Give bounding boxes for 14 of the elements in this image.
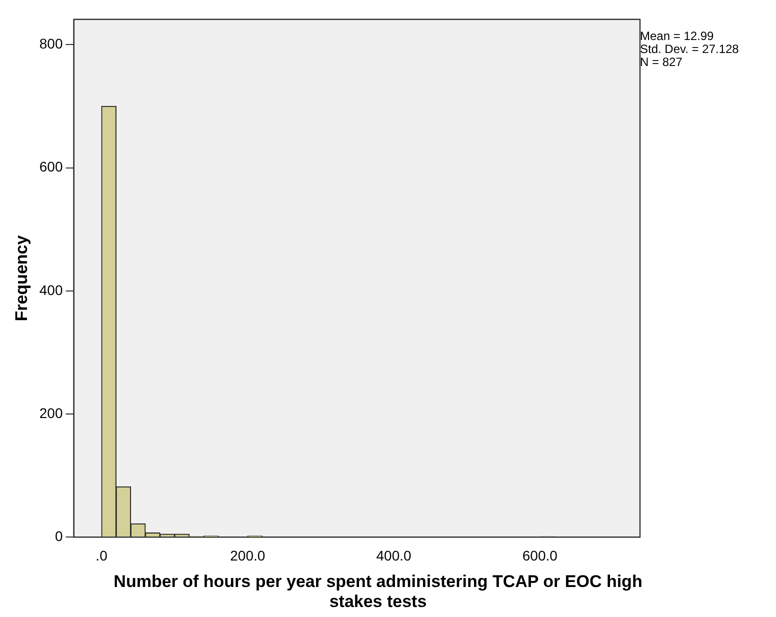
x-tick-label: 400.0 [376,547,412,564]
y-tick-label: 800 [39,36,63,52]
y-axis-title: Frequency [12,234,31,322]
x-tick-label: .0 [96,547,108,564]
x-axis-title: Number of hours per year spent administering TCAP or EOC high stakes tests [112,572,644,612]
annotation: N = 827 [640,55,684,69]
y-tick-label: 200 [39,404,63,421]
x-tick-label: 200.0 [230,547,266,564]
y-tick-label: 600 [39,158,63,175]
y-tick-label: 400 [39,282,63,298]
annotation: Mean = 12.99 [640,29,715,43]
annotation: Std. Dev. = 27.128 [640,42,739,56]
x-tick-label: 600.0 [522,547,558,564]
y-tick-label: 0 [54,528,63,544]
